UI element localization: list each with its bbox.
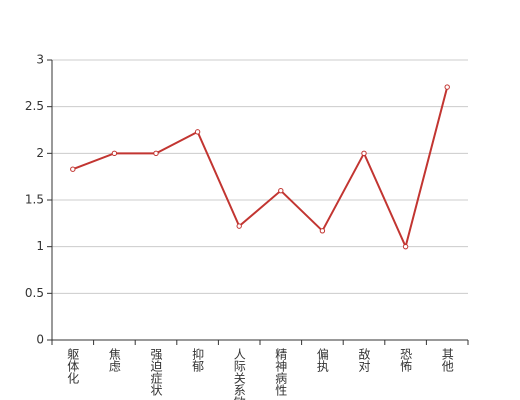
y-tick-label: 2 xyxy=(36,146,44,160)
x-tick-label: 精神病性 xyxy=(274,348,288,397)
line xyxy=(72,86,449,250)
y-tick-label: 1.5 xyxy=(25,193,44,207)
point xyxy=(236,223,242,229)
point xyxy=(153,150,159,157)
y-tick-label: 2.5 xyxy=(25,99,44,113)
point xyxy=(402,243,409,250)
x-tick-label: 焦虑 xyxy=(107,348,121,372)
point xyxy=(444,84,450,90)
x-tick-label: 抑郁 xyxy=(191,347,205,373)
x-tick-label: 躯体化 xyxy=(66,347,80,385)
point xyxy=(194,129,201,135)
y-tick-label: 1 xyxy=(36,239,44,253)
y-tick-label: 3 xyxy=(36,53,44,67)
point xyxy=(111,150,118,157)
x-tick-label: 强迫症状 xyxy=(149,348,163,396)
x-tick-label: 其他 xyxy=(440,348,454,372)
point xyxy=(70,166,76,172)
point xyxy=(361,150,367,157)
y-tick-label: 0.5 xyxy=(25,286,44,300)
x-tick-label: 敌对 xyxy=(357,347,371,372)
y-tick-label: 0 xyxy=(36,333,44,347)
point xyxy=(319,228,326,234)
x-tick-label: 偏执 xyxy=(315,347,329,373)
x-tick-label: 人际关系敏感 xyxy=(232,348,246,400)
point xyxy=(278,187,284,194)
x-tick-label: 恐怖 xyxy=(399,348,413,372)
